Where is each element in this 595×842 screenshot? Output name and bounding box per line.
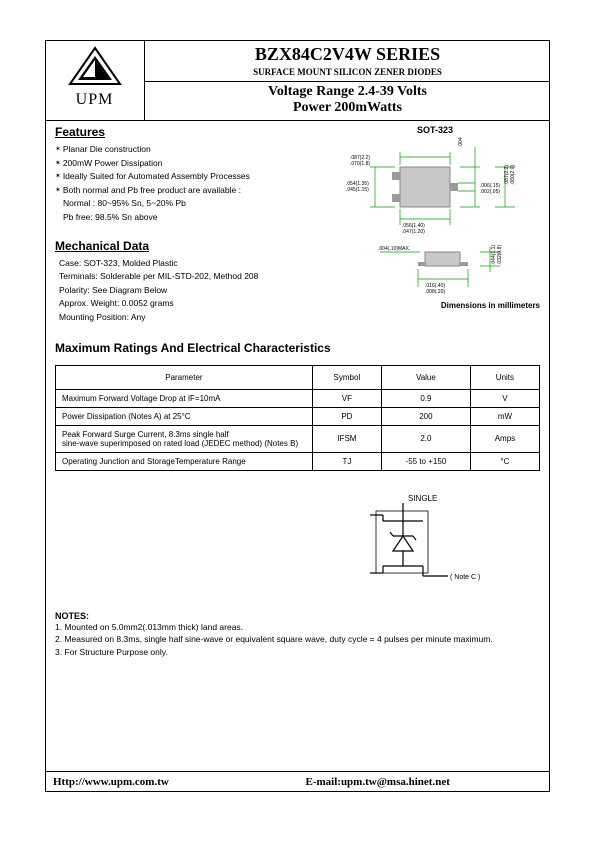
th-symbol: Symbol xyxy=(312,365,381,389)
logo-cell: UPM xyxy=(45,40,145,120)
mechanical-item: Terminals: Solderable per MIL-STD-202, M… xyxy=(59,270,315,284)
dim-h2: .008(.20) xyxy=(425,289,445,295)
feature-item: Ideally Suited for Automated Assembly Pr… xyxy=(55,170,315,184)
cell-symbol: IFSM xyxy=(312,425,381,452)
schematic-single-label: SINGLE xyxy=(408,494,437,503)
right-column: SOT-323 xyxy=(330,125,540,310)
logo-icon xyxy=(68,46,122,86)
mechanical-section: Mechanical Data Case: SOT-323, Molded Pl… xyxy=(55,239,315,325)
table-row: Operating Junction and StorageTemperatur… xyxy=(56,452,540,470)
mechanical-title: Mechanical Data xyxy=(55,239,315,253)
dim-f2: .002(.05) xyxy=(480,189,500,195)
feature-subitem: Normal : 80~95% Sn, 5~20% Pb xyxy=(63,197,315,211)
ratings-table: Parameter Symbol Value Units Maximum For… xyxy=(55,365,540,471)
cell-parameter: Operating Junction and StorageTemperatur… xyxy=(56,452,313,470)
cell-symbol: PD xyxy=(312,407,381,425)
title-main: BZX84C2V4W SERIES xyxy=(145,44,550,65)
header: UPM BZX84C2V4W SERIES SURFACE MOUNT SILI… xyxy=(45,40,550,121)
title-voltage: Voltage Range 2.4-39 Volts xyxy=(145,81,550,100)
cell-value: 0.9 xyxy=(381,389,470,407)
footer: Http://www.upm.com.tw E-mail:upm.tw@msa.… xyxy=(45,771,550,792)
features-title: Features xyxy=(55,125,315,139)
cell-value: 200 xyxy=(381,407,470,425)
mechanical-item: Approx. Weight: 0.0052 grams xyxy=(59,297,315,311)
features-sublist: Normal : 80~95% Sn, 5~20% PbPb free: 98.… xyxy=(55,197,315,224)
logo-text: UPM xyxy=(45,91,144,109)
notes-list: 1. Mounted on 5.0mm2(.013mm thick) land … xyxy=(55,621,540,659)
dim-d: .004(.10)MIN. xyxy=(458,137,464,147)
mechanical-item: Mounting Position: Any xyxy=(59,311,315,325)
features-list: Planar Die construction200mW Power Dissi… xyxy=(55,143,315,197)
cell-parameter: Power Dissipation (Notes A) at 25°C xyxy=(56,407,313,425)
th-parameter: Parameter xyxy=(56,365,313,389)
mechanical-list: Case: SOT-323, Molded PlasticTerminals: … xyxy=(55,257,315,325)
dim-i2: .032(0.8) xyxy=(497,245,503,265)
footer-email: E-mail:upm.tw@msa.hinet.net xyxy=(298,772,551,792)
footer-url: Http://www.upm.com.tw xyxy=(45,772,298,792)
body-content: Features Planar Die construction200mW Po… xyxy=(55,125,540,659)
title-cell: BZX84C2V4W SERIES SURFACE MOUNT SILICON … xyxy=(145,40,550,120)
dim-a2: .070(1.8) xyxy=(350,161,370,167)
feature-item: Both normal and Pb free product are avai… xyxy=(55,184,315,198)
schematic-note-label: ( Note C ) xyxy=(450,574,480,581)
note-item: 1. Mounted on 5.0mm2(.013mm thick) land … xyxy=(55,621,540,634)
ratings-title: Maximum Ratings And Electrical Character… xyxy=(55,341,540,355)
cell-symbol: VF xyxy=(312,389,381,407)
cell-units: °C xyxy=(470,452,539,470)
dim-c2: .047(1.20) xyxy=(402,229,425,235)
note-item: 2. Measured on 8.3ms, single half sine-w… xyxy=(55,633,540,646)
th-value: Value xyxy=(381,365,470,389)
cell-units: V xyxy=(470,389,539,407)
feature-subitem: Pb free: 98.5% Sn above xyxy=(63,211,315,225)
dim-e2: .080(2.0) xyxy=(510,165,516,185)
table-row: Maximum Forward Voltage Drop at IF=10mAV… xyxy=(56,389,540,407)
cell-units: mW xyxy=(470,407,539,425)
schematic-diagram: SINGLE ( Note C ) xyxy=(55,491,540,601)
cell-symbol: TJ xyxy=(312,452,381,470)
title-subtitle: SURFACE MOUNT SILICON ZENER DIODES xyxy=(145,67,550,77)
feature-item: Planar Die construction xyxy=(55,143,315,157)
package-drawing: .087(2.2) .070(1.8) .054(1.35) .045(1.15… xyxy=(330,137,540,297)
cell-value: -55 to +150 xyxy=(381,452,470,470)
notes-title: NOTES: xyxy=(55,611,540,621)
th-units: Units xyxy=(470,365,539,389)
dim-g: .004(.10)MAX. xyxy=(378,246,410,252)
table-header-row: Parameter Symbol Value Units xyxy=(56,365,540,389)
feature-item: 200mW Power Dissipation xyxy=(55,157,315,171)
cell-parameter: Peak Forward Surge Current, 8.3ms single… xyxy=(56,425,313,452)
cell-parameter: Maximum Forward Voltage Drop at IF=10mA xyxy=(56,389,313,407)
dim-b2: .045(1.15) xyxy=(346,187,369,193)
cell-value: 2.0 xyxy=(381,425,470,452)
dimensions-caption: Dimensions in millimeters xyxy=(330,301,540,310)
title-power: Power 200mWatts xyxy=(145,100,550,116)
table-row: Power Dissipation (Notes A) at 25°CPD200… xyxy=(56,407,540,425)
mechanical-item: Case: SOT-323, Molded Plastic xyxy=(59,257,315,271)
table-row: Peak Forward Surge Current, 8.3ms single… xyxy=(56,425,540,452)
mechanical-item: Polarity: See Diagram Below xyxy=(59,284,315,298)
left-column: Features Planar Die construction200mW Po… xyxy=(55,125,315,325)
package-label: SOT-323 xyxy=(330,125,540,135)
cell-units: Amps xyxy=(470,425,539,452)
note-item: 3. For Structure Purpose only. xyxy=(55,646,540,659)
